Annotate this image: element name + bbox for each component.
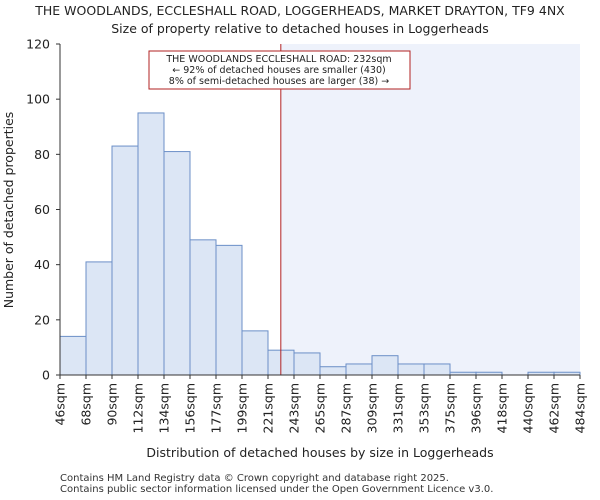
y-tick-label: 60 — [34, 202, 50, 217]
x-tick-label: 90sqm — [105, 383, 120, 426]
x-tick-label: 396sqm — [469, 383, 484, 433]
bar-265sqm — [319, 366, 347, 376]
bar-112sqm — [137, 112, 165, 376]
x-tick-label: 353sqm — [417, 383, 432, 433]
highlight-region — [280, 44, 580, 375]
annotation-border — [148, 50, 411, 90]
x-tick-label: 309sqm — [365, 383, 380, 433]
x-tick-label: 265sqm — [313, 383, 328, 433]
y-ticks: 0 20 40 60 80 100 120 — [26, 37, 60, 383]
x-tick-label: 484sqm — [573, 383, 588, 433]
x-ticks: 46sqm 68sqm 90sqm 112sqm 134sqm 156sqm 177sqm 1… — [53, 375, 588, 433]
bars — [59, 112, 581, 376]
y-tick-label: 120 — [26, 37, 50, 52]
x-tick-label: 199sqm — [235, 383, 250, 433]
bar-331sqm — [397, 363, 425, 376]
x-tick-label: 177sqm — [209, 383, 224, 433]
bar-353sqm — [423, 363, 451, 376]
x-tick-label: 221sqm — [261, 383, 276, 433]
y-tick-label: 40 — [34, 257, 50, 272]
bar-309sqm — [371, 355, 399, 376]
annotation-line-1: THE WOODLANDS ECCLESHALL ROAD: 232sqm — [165, 54, 391, 65]
y-axis-label: Number of detached properties — [1, 112, 16, 309]
annotation-line-3: 8% of semi-detached houses are larger (3… — [169, 76, 389, 87]
x-tick-label: 243sqm — [287, 383, 302, 433]
x-tick-label: 68sqm — [79, 383, 94, 426]
bar-46sqm — [59, 335, 87, 376]
footer-line-2: Contains public sector information licen… — [60, 484, 494, 495]
x-tick-label: 440sqm — [521, 383, 536, 433]
annotation-line-2: ← 92% of detached houses are smaller (43… — [172, 65, 385, 76]
chart-subtitle: Size of property relative to detached ho… — [111, 21, 489, 36]
footer-line-1: Contains HM Land Registry data © Crown c… — [60, 473, 449, 484]
x-tick-label: 462sqm — [547, 383, 562, 433]
bar-199sqm — [241, 330, 269, 376]
bar-68sqm — [85, 261, 113, 376]
x-tick-label: 418sqm — [495, 383, 510, 433]
y-tick-label: 20 — [34, 312, 50, 327]
bar-90sqm — [111, 145, 139, 376]
x-tick-label: 112sqm — [131, 383, 146, 433]
bar-134sqm — [163, 151, 191, 376]
x-tick-label: 156sqm — [183, 383, 198, 433]
x-axis-label: Distribution of detached houses by size … — [146, 445, 493, 460]
x-tick-label: 287sqm — [339, 383, 354, 433]
bar-156sqm — [189, 239, 217, 376]
x-tick-label: 46sqm — [53, 383, 68, 426]
bar-287sqm — [345, 363, 373, 376]
x-tick-label: 375sqm — [443, 383, 458, 433]
x-tick-label: 134sqm — [157, 383, 172, 433]
y-tick-label: 100 — [26, 92, 50, 107]
y-tick-label: 80 — [34, 147, 50, 162]
annotation-box: THE WOODLANDS ECCLESHALL ROAD: 232sqm ← … — [148, 50, 411, 90]
y-tick-label: 0 — [42, 368, 50, 383]
bar-177sqm — [215, 244, 243, 376]
bar-243sqm — [293, 352, 321, 376]
chart-title: THE WOODLANDS, ECCLESHALL ROAD, LOGGERHE… — [34, 3, 565, 18]
x-tick-label: 331sqm — [391, 383, 406, 433]
